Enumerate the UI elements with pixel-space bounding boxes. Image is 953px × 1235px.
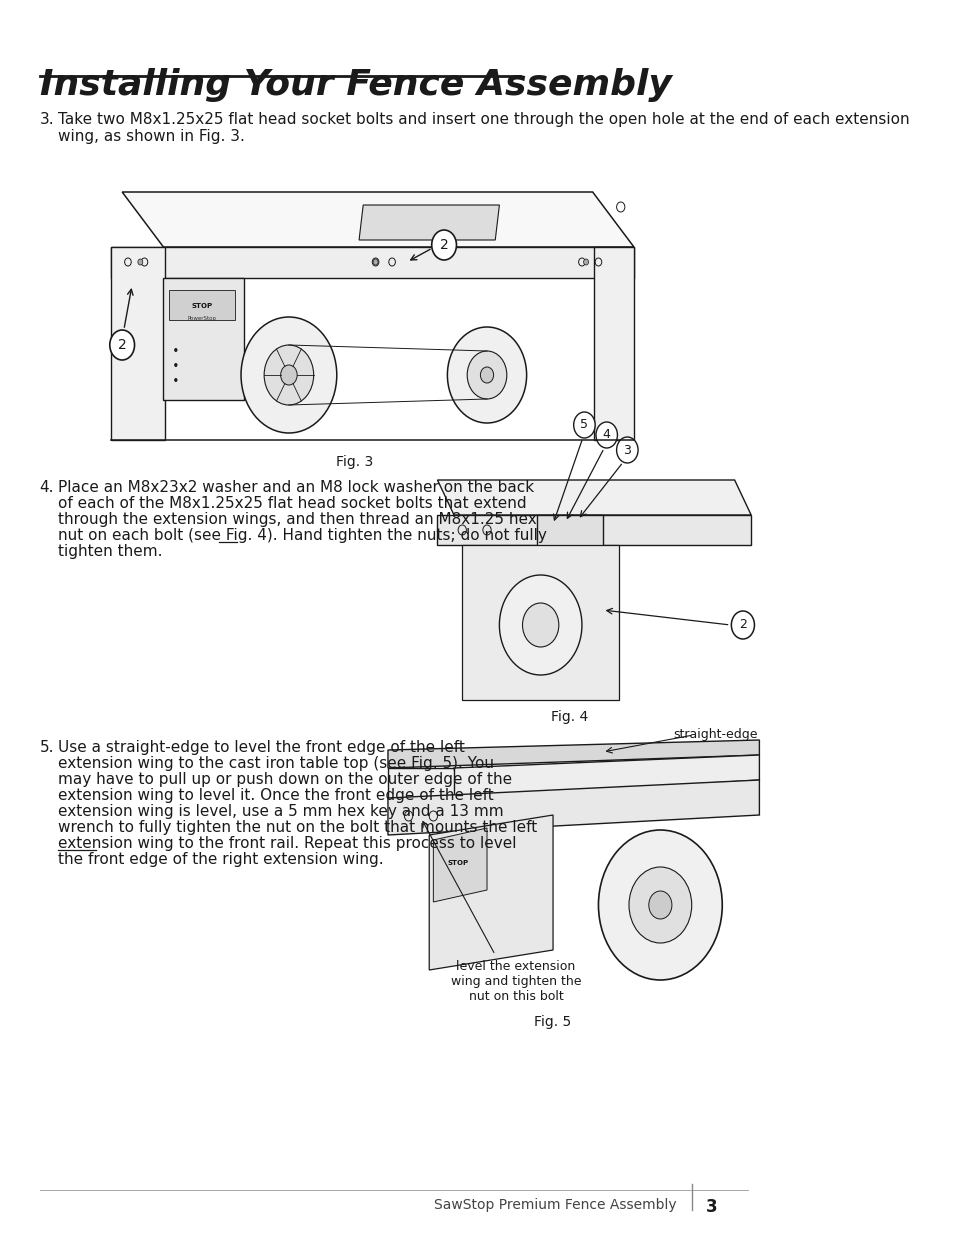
Text: may have to pull up or push down on the outer edge of the: may have to pull up or push down on the … [58,772,512,787]
Text: extension wing to the front rail. Repeat this process to level: extension wing to the front rail. Repeat… [58,836,516,851]
Polygon shape [358,205,498,240]
Polygon shape [437,515,750,545]
Bar [169,290,235,320]
Text: 2: 2 [117,338,127,352]
Text: Take two M8x1.25x25 flat head socket bolts and insert one through the open hole : Take two M8x1.25x25 flat head socket bol… [58,112,908,144]
Text: Fig. 5: Fig. 5 [534,1015,571,1029]
Polygon shape [536,515,602,659]
Text: 2: 2 [739,619,746,631]
Circle shape [373,259,377,266]
Circle shape [616,437,638,463]
Text: 2: 2 [439,238,448,252]
Polygon shape [454,755,759,798]
Circle shape [467,351,506,399]
Text: Place an M8x23x2 washer and an M8 lock washer on the back: Place an M8x23x2 washer and an M8 lock w… [58,480,534,495]
Text: SawStop Premium Fence Assembly: SawStop Premium Fence Assembly [434,1198,677,1212]
Text: level the extension
wing and tighten the
nut on this bolt: level the extension wing and tighten the… [450,960,580,1003]
Polygon shape [388,768,454,798]
Circle shape [174,363,177,367]
Circle shape [731,611,754,638]
Text: Fig. 4: Fig. 4 [550,710,588,724]
Text: extension wing is level, use a 5 mm hex key and a 13 mm: extension wing is level, use a 5 mm hex … [58,804,503,819]
Polygon shape [437,480,750,515]
Text: straight-edge: straight-edge [673,727,757,741]
Polygon shape [594,247,634,440]
Circle shape [648,890,671,919]
Text: STOP: STOP [192,303,213,309]
Text: 5: 5 [579,419,588,431]
Circle shape [573,412,595,438]
Circle shape [432,230,456,261]
Circle shape [447,327,526,424]
Circle shape [110,330,134,359]
Text: Use a straight-edge to level the front edge of the left: Use a straight-edge to level the front e… [58,740,464,755]
Text: 3: 3 [622,443,631,457]
Circle shape [583,259,588,266]
Circle shape [596,422,617,448]
Circle shape [522,603,558,647]
Text: tighten them.: tighten them. [58,543,162,559]
Text: extension wing to the cast iron table top (see Fig. 5). You: extension wing to the cast iron table to… [58,756,494,771]
Circle shape [498,576,581,676]
Text: 4.: 4. [40,480,54,495]
Circle shape [174,378,177,382]
Text: nut on each bolt (see Fig. 4). Hand tighten the nuts; do not fully: nut on each bolt (see Fig. 4). Hand tigh… [58,529,546,543]
Text: extension wing to level it. Once the front edge of the left: extension wing to level it. Once the fro… [58,788,493,803]
Polygon shape [462,545,618,700]
Text: Fig. 3: Fig. 3 [336,454,374,469]
Text: 5.: 5. [40,740,54,755]
Polygon shape [112,247,165,440]
Text: PowerStop: PowerStop [188,316,216,321]
Polygon shape [388,781,759,835]
Polygon shape [163,278,243,400]
Text: STOP: STOP [447,860,468,866]
Text: 3.: 3. [40,112,54,127]
Circle shape [241,317,336,433]
Text: 3: 3 [705,1198,717,1216]
Circle shape [480,367,493,383]
Text: Installing Your Fence Assembly: Installing Your Fence Assembly [40,68,671,103]
Polygon shape [388,740,759,768]
Circle shape [628,867,691,944]
Text: wrench to fully tighten the nut on the bolt that mounts the left: wrench to fully tighten the nut on the b… [58,820,537,835]
Polygon shape [112,247,634,278]
Circle shape [137,259,143,266]
Polygon shape [122,191,634,247]
Polygon shape [429,815,553,969]
Text: 4: 4 [602,429,610,441]
Circle shape [174,348,177,352]
Text: through the extension wings, and then thread an M8x1.25 hex: through the extension wings, and then th… [58,513,536,527]
Polygon shape [433,827,486,902]
Circle shape [264,345,314,405]
Circle shape [280,366,296,385]
Text: the front edge of the right extension wing.: the front edge of the right extension wi… [58,852,383,867]
Circle shape [598,830,721,981]
Text: of each of the M8x1.25x25 flat head socket bolts that extend: of each of the M8x1.25x25 flat head sock… [58,496,526,511]
